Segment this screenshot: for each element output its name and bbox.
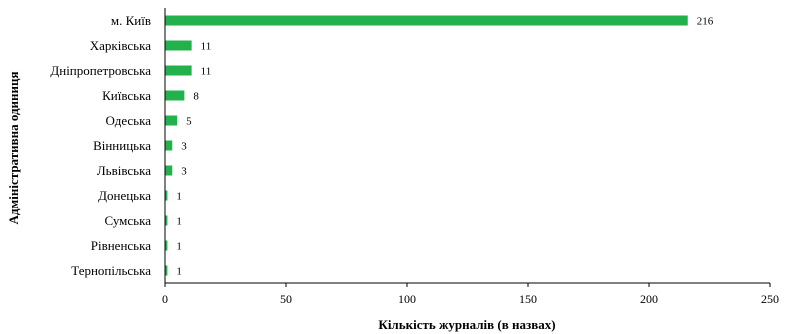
bar-5 <box>165 115 178 126</box>
bars <box>165 15 688 276</box>
category-labels: м. Київ Харківська Дніпропетровська Київськ… <box>50 13 151 278</box>
bar-11 <box>165 265 168 276</box>
value-label: 1 <box>176 216 182 228</box>
category-label: Одеська <box>105 113 151 128</box>
category-label: Донецька <box>98 188 151 203</box>
category-label: Вінницька <box>93 138 151 153</box>
bar-8 <box>165 190 168 201</box>
category-label: Львівська <box>97 163 151 178</box>
value-label: 3 <box>181 141 187 153</box>
bar-3 <box>165 65 192 76</box>
bar-4 <box>165 90 185 101</box>
category-label: Тернопільська <box>71 263 151 278</box>
value-label: 3 <box>181 166 187 178</box>
value-label: 1 <box>176 266 182 278</box>
bar-7 <box>165 165 173 176</box>
x-tick-label: 100 <box>398 292 416 306</box>
category-label: Сумська <box>105 213 152 228</box>
y-axis-title: Адміністративна одиниця <box>6 71 21 224</box>
value-label: 1 <box>176 191 182 203</box>
x-ticks: 0 50 100 150 200 250 <box>162 283 779 306</box>
y-axis-title-text: Адміністративна одиниця <box>6 71 21 224</box>
bar-10 <box>165 240 168 251</box>
bar-2 <box>165 40 192 51</box>
bar-1 <box>165 15 688 26</box>
x-tick-label: 200 <box>640 292 658 306</box>
category-label: Дніпропетровська <box>50 63 151 78</box>
bar-6 <box>165 140 173 151</box>
category-label: Рівненська <box>91 238 151 253</box>
value-label: 8 <box>193 91 199 103</box>
bar-9 <box>165 215 168 226</box>
value-label: 1 <box>176 241 182 253</box>
x-tick-label: 150 <box>519 292 537 306</box>
x-tick-label: 250 <box>761 292 779 306</box>
value-label: 5 <box>186 116 192 128</box>
category-label: Київська <box>102 88 151 103</box>
x-tick-label: 50 <box>280 292 292 306</box>
value-label: 11 <box>201 41 212 53</box>
value-label: 11 <box>201 66 212 78</box>
value-label: 216 <box>697 16 714 28</box>
category-label: м. Київ <box>111 13 151 28</box>
x-axis-title: Кількість журналів (в назвах) <box>378 317 555 332</box>
category-label: Харківська <box>90 38 151 53</box>
x-tick-label: 0 <box>162 292 168 306</box>
